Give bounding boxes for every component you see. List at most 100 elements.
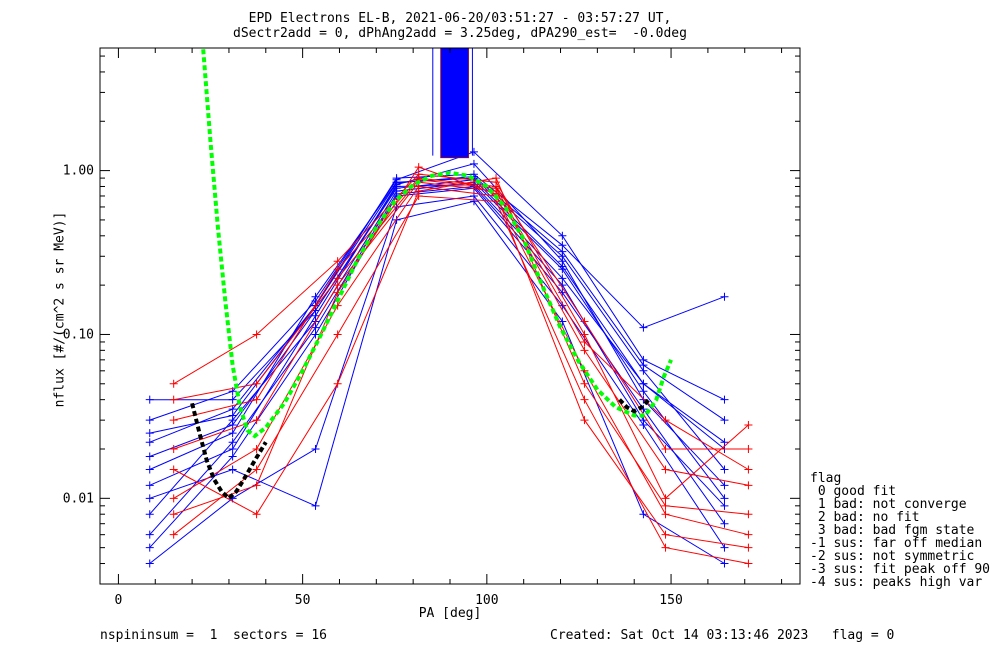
data-point [580,416,589,425]
data-point [720,416,729,425]
data-point [661,416,670,425]
data-point [311,323,320,332]
data-point [639,387,648,396]
data-point [145,543,154,552]
data-point [720,519,729,528]
data-point [661,494,670,503]
series-line [173,177,749,515]
series-line [149,187,725,548]
data-point [169,494,178,503]
x-tick-label: 100 [475,593,498,608]
data-point [145,465,154,474]
data-point [228,411,237,420]
data-point [720,481,729,490]
data-point [469,147,478,156]
chart-title-line2: dSectr2add = 0, dPhAng2add = 3.25deg, dP… [233,26,687,41]
legend-item: 3 bad: bad fgm state [810,523,975,538]
data-point [333,265,342,274]
data-point [639,323,648,332]
data-point [744,510,753,519]
data-point [145,438,154,447]
legend-item: -4 sus: peaks high var [810,575,983,590]
series-line [149,185,725,536]
legend-item: 2 bad: no fit [810,510,920,525]
data-point [145,510,154,519]
data-point [145,452,154,461]
chart-title-line1: EPD Electrons EL-B, 2021-06-20/03:51:27 … [248,11,672,26]
data-point [720,494,729,503]
data-point [639,510,648,519]
series-line [173,181,749,486]
data-point [169,444,178,453]
legend-item: -2 sus: not symmetric [810,549,975,564]
data-point [252,465,261,474]
data-point [392,179,401,188]
data-point [639,361,648,370]
data-point [639,395,648,404]
series-line [149,184,725,450]
data-point [252,510,261,519]
legend-item: -3 sus: fit peak off 90 [810,562,991,577]
data-point [228,452,237,461]
data-point [392,215,401,224]
data-point [661,510,670,519]
data-point [145,416,154,425]
footer-right: Created: Sat Oct 14 03:13:46 2023 flag =… [550,628,895,643]
data-point [252,416,261,425]
fit-curve [201,49,673,439]
data-point [311,501,320,510]
data-point [252,379,261,388]
data-point [492,174,501,183]
series-line [149,181,725,515]
data-point [333,281,342,290]
data-point [169,416,178,425]
data-point [580,317,589,326]
data-point [744,559,753,568]
data-point [661,444,670,453]
data-point [145,395,154,404]
y-tick-label: 0.01 [63,491,94,506]
data-point [228,395,237,404]
data-point [661,530,670,539]
data-point [558,262,567,271]
data-point [661,543,670,552]
series-line [173,195,749,564]
data-point [333,330,342,339]
data-point [311,444,320,453]
legend-item: -1 sus: far off median [810,536,983,551]
data-point [228,444,237,453]
data-point [145,481,154,490]
data-point [333,257,342,266]
black-fit-curve [190,402,268,502]
data-point [169,395,178,404]
black-fit-curve [618,398,651,414]
data-point [744,444,753,453]
data-point [252,481,261,490]
data-point [169,530,178,539]
data-clip-group [145,48,753,568]
data-point [558,247,567,256]
series-line [149,195,725,564]
data-point [145,559,154,568]
data-point [228,421,237,430]
data-point [414,163,423,172]
data-point [558,274,567,283]
axes-layer: 0 50 100 150 0.01 0.10 1.00 [63,48,800,608]
y-axis-label: nflux [#/(cm^2 s sr MeV)] [52,211,68,408]
data-point [469,159,478,168]
data-point [145,494,154,503]
data-point [744,481,753,490]
data-point [333,379,342,388]
series-line [149,200,725,564]
data-point [311,330,320,339]
series-line [149,151,725,421]
data-point [169,379,178,388]
data-point [392,189,401,198]
data-point [580,346,589,355]
data-point [252,330,261,339]
footer-left: nspininsum = 1 sectors = 16 [100,628,327,643]
data-point [580,379,589,388]
legend: flag 0 good fit 1 bad: not converge 2 ba… [810,472,990,589]
series-line [173,173,749,500]
